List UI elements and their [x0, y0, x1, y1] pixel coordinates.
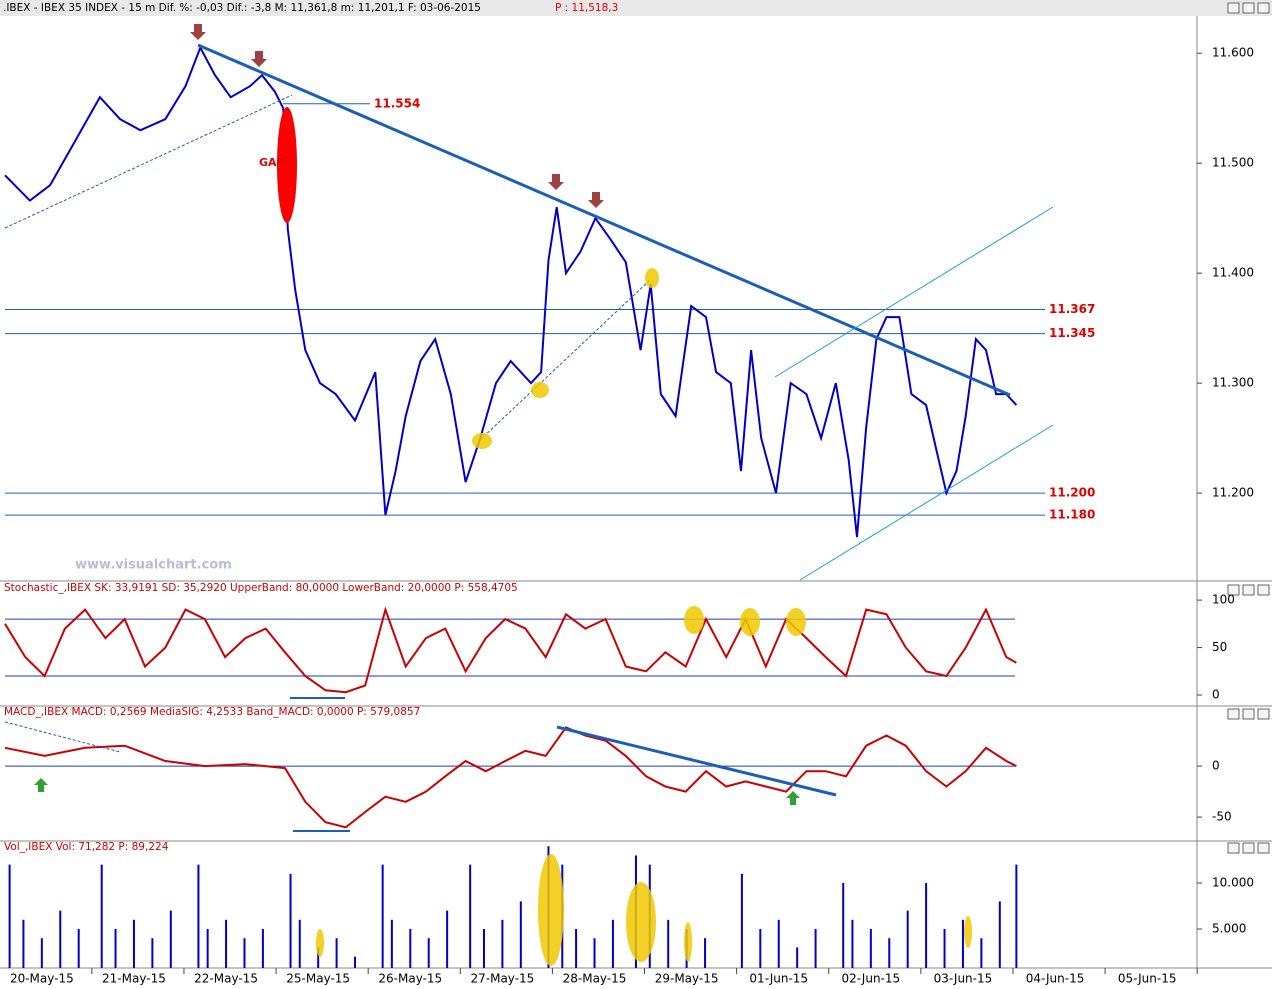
volume-bar — [667, 919, 670, 968]
volume-bar — [409, 929, 412, 968]
volume-bar — [519, 901, 522, 968]
y-tick-label: 100 — [1212, 593, 1235, 607]
y-tick-label: 5.000 — [1212, 922, 1246, 936]
volume-bar — [759, 929, 762, 968]
volume-bar — [261, 929, 264, 968]
volume-bar — [501, 919, 504, 968]
volume-bar — [575, 929, 578, 968]
series-line — [4, 606, 1017, 694]
volume-bar — [611, 919, 614, 968]
y-tick-label: 10.000 — [1212, 876, 1254, 890]
volume-bar — [132, 919, 135, 968]
y-tick-label: -50 — [1212, 810, 1232, 824]
x-tick-label: 05-Jun-15 — [1118, 972, 1177, 986]
panel-title: Vol_,IBEX Vol: 71,282 P: 89,224 — [4, 841, 169, 853]
volume-bar — [225, 919, 228, 968]
y-tick-label: 0 — [1212, 759, 1220, 773]
x-tick-label: 02-Jun-15 — [842, 972, 901, 986]
volume-bar — [8, 864, 11, 968]
volume-bar — [289, 873, 292, 968]
y-tick-label: 0 — [1212, 688, 1220, 702]
volume-bar — [851, 919, 854, 968]
panel-borders — [0, 16, 1272, 969]
header-price: P : 11,518,3 — [555, 2, 618, 14]
volume-bar — [469, 864, 472, 968]
x-tick-label: 22-May-15 — [194, 972, 258, 986]
level-label: 11.345 — [1049, 326, 1095, 340]
level-label: 11.200 — [1049, 486, 1095, 500]
x-tick-label: 27-May-15 — [471, 972, 535, 986]
volume-bar — [777, 919, 780, 968]
volume-bar — [593, 938, 596, 968]
y-tick-label: 11.200 — [1212, 486, 1254, 500]
window-buttons[interactable] — [1227, 2, 1270, 854]
volume-bar — [796, 947, 799, 968]
volume-bar — [925, 883, 928, 968]
volume-bar — [906, 910, 909, 968]
watermark: www.visualchart.com — [75, 558, 232, 573]
volume-bar — [998, 901, 1001, 968]
panel-title: Stochastic_,IBEX SK: 33,9191 SD: 35,2920… — [4, 582, 518, 594]
volume-bar — [704, 938, 707, 968]
annotations: GAP — [4, 24, 1054, 966]
volume-bar — [740, 873, 743, 968]
x-tick-label: 20-May-15 — [10, 972, 74, 986]
x-tick-label: 29-May-15 — [655, 972, 719, 986]
x-tick-label: 03-Jun-15 — [934, 972, 993, 986]
volume-bar — [77, 929, 80, 968]
volume-bar — [446, 910, 449, 968]
x-tick-label: 01-Jun-15 — [749, 972, 808, 986]
header-bar — [0, 0, 1272, 16]
level-label: 11.180 — [1049, 508, 1095, 522]
gap-label: GAP — [259, 156, 285, 169]
volume-bar — [869, 929, 872, 968]
header-text: .IBEX - IBEX 35 INDEX - 15 m Dif. %: -0,… — [3, 2, 481, 14]
volume-bar — [243, 938, 246, 968]
volume-bar — [814, 929, 817, 968]
volume-bar — [298, 919, 301, 968]
x-tick-label: 25-May-15 — [286, 972, 350, 986]
y-tick-label: 11.500 — [1212, 156, 1254, 170]
volume-bar — [888, 938, 891, 968]
volume-bar — [482, 929, 485, 968]
level-label: 11.554 — [374, 96, 420, 110]
x-tick-label: 21-May-15 — [102, 972, 166, 986]
panel-title: MACD_,IBEX MACD: 0,2569 MediaSIG: 4,2533… — [4, 706, 420, 718]
volume-bar — [961, 919, 964, 968]
volume-bar — [427, 938, 430, 968]
x-tick-label: 28-May-15 — [563, 972, 627, 986]
volume-bar — [943, 929, 946, 968]
volume-bar — [197, 864, 200, 968]
volume-bar — [980, 938, 983, 968]
y-tick-label: 11.400 — [1212, 266, 1254, 280]
x-tick-label: 26-May-15 — [378, 972, 442, 986]
y-tick-label: 11.600 — [1212, 46, 1254, 60]
volume-bar — [842, 883, 845, 968]
volume-bar — [335, 938, 338, 968]
volume-bar — [317, 947, 320, 968]
volume-bar — [151, 938, 154, 968]
volume-bar — [1015, 864, 1018, 968]
volume-bar — [354, 956, 357, 968]
volume-bar — [169, 910, 172, 968]
y-tick-label: 11.300 — [1212, 376, 1254, 390]
volume-bar — [381, 864, 384, 968]
volume-bar — [22, 919, 25, 968]
volume-bar — [206, 929, 209, 968]
series-line — [4, 45, 1018, 538]
volume-bar — [100, 864, 103, 968]
x-tick-label: 04-Jun-15 — [1026, 972, 1085, 986]
series-line — [4, 726, 1017, 829]
volume-bar — [390, 919, 393, 968]
volume-bar — [40, 938, 43, 968]
level-label: 11.367 — [1049, 302, 1095, 316]
volume-bar — [59, 910, 62, 968]
y-tick-label: 50 — [1212, 640, 1227, 654]
volume-bar — [114, 929, 117, 968]
